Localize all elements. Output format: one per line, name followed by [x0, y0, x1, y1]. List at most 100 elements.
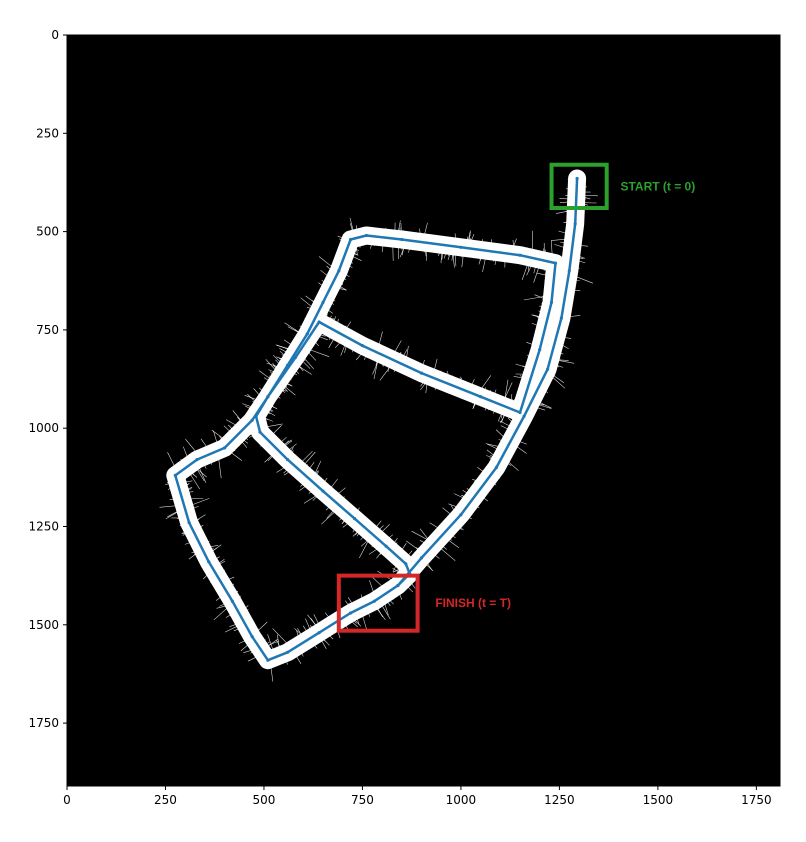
- scan-ray: [435, 370, 442, 380]
- scan-ray: [354, 238, 358, 254]
- scan-ray: [545, 326, 559, 328]
- scan-ray: [337, 498, 346, 505]
- scan-ray: [256, 397, 266, 402]
- scan-ray: [326, 265, 337, 276]
- scan-ray: [424, 242, 427, 257]
- scan-ray: [336, 496, 345, 503]
- scan-ray: [203, 548, 214, 553]
- scan-ray: [466, 230, 471, 249]
- scan-ray: [563, 250, 572, 255]
- scan-ray: [193, 550, 204, 556]
- trajectory-point: [396, 583, 400, 588]
- scan-ray: [215, 570, 225, 574]
- scan-ray: [517, 393, 526, 397]
- scan-ray: [511, 438, 527, 445]
- scan-ray: [461, 513, 472, 520]
- scan-ray: [382, 534, 393, 544]
- scan-ray: [472, 395, 480, 410]
- scan-ray: [492, 471, 501, 479]
- scan-ray: [238, 637, 253, 644]
- scan-ray: [451, 246, 455, 268]
- scan-ray: [223, 597, 231, 603]
- scan-ray: [498, 439, 510, 444]
- trajectory-point: [575, 176, 579, 181]
- scan-ray: [166, 477, 177, 484]
- scan-ray: [227, 444, 236, 452]
- scan-ray: [321, 506, 341, 525]
- scan-ray: [279, 380, 292, 386]
- trajectory-point: [522, 414, 526, 418]
- trajectory-line: [174, 177, 579, 662]
- scan-ray: [542, 338, 551, 343]
- scan-ray: [565, 229, 575, 232]
- scan-ray: [233, 426, 239, 435]
- scan-ray: [420, 359, 425, 373]
- scan-ray: [490, 455, 500, 462]
- scan-ray: [540, 363, 549, 367]
- scan-ray: [336, 507, 343, 516]
- scan-ray: [540, 309, 563, 313]
- scan-ray: [323, 315, 333, 325]
- scan-ray: [432, 358, 438, 378]
- trajectory-point: [317, 320, 321, 324]
- scan-ray: [511, 438, 520, 443]
- scan-ray: [390, 562, 409, 574]
- scan-ray: [382, 356, 388, 367]
- scan-ray: [220, 576, 235, 583]
- scan-ray: [415, 547, 427, 553]
- scan-ray: [546, 370, 564, 383]
- scan-ray: [339, 238, 350, 243]
- scan-ray: [256, 418, 266, 421]
- scan-ray: [525, 247, 528, 257]
- scan-ray: [475, 479, 484, 485]
- scan-ray: [569, 266, 580, 269]
- scan-ray: [569, 264, 579, 267]
- scan-ray: [312, 300, 322, 307]
- scan-ray: [450, 505, 459, 518]
- scan-ray: [332, 282, 347, 291]
- scan-ray: [290, 364, 300, 375]
- scan-ray: [441, 382, 445, 391]
- scan-ray: [465, 238, 469, 248]
- scan-ray: [233, 625, 247, 632]
- scan-ray: [443, 370, 448, 383]
- scan-ray: [262, 644, 272, 659]
- scan-ray: [167, 483, 178, 490]
- scan-ray: [244, 405, 259, 414]
- trajectory-point: [317, 631, 321, 635]
- scan-ray: [500, 407, 510, 423]
- x-tick-label: 1750: [741, 793, 772, 807]
- scan-ray: [452, 377, 455, 386]
- scan-ray: [494, 252, 499, 265]
- scan-ray: [345, 600, 353, 613]
- scan-ray: [267, 634, 276, 658]
- x-tick-label: 750: [351, 793, 374, 807]
- scan-ray: [397, 543, 407, 557]
- scan-ray: [484, 400, 491, 411]
- scan-ray: [538, 263, 556, 267]
- scan-ray: [419, 228, 422, 243]
- scan-ray: [397, 352, 401, 363]
- scan-ray: [556, 336, 572, 339]
- scan-ray: [529, 405, 546, 411]
- scan-ray: [218, 571, 225, 579]
- scan-ray: [272, 354, 287, 368]
- scan-ray: [224, 447, 243, 461]
- trajectory-point: [567, 269, 571, 273]
- scan-ray: [282, 654, 289, 665]
- scan-ray: [464, 236, 469, 248]
- scan-ray: [379, 360, 395, 381]
- trajectory-point: [250, 635, 254, 639]
- scan-ray: [480, 487, 490, 492]
- scan-ray: [209, 454, 212, 464]
- scan-ray: [344, 337, 349, 353]
- scan-ray: [505, 405, 528, 411]
- scan-ray: [355, 525, 363, 536]
- scan-ray: [264, 449, 279, 463]
- scan-ray: [286, 369, 298, 376]
- scan-ray: [205, 547, 217, 556]
- scan-ray: [527, 256, 530, 272]
- scan-ray: [576, 194, 598, 197]
- scan-ray: [378, 586, 384, 596]
